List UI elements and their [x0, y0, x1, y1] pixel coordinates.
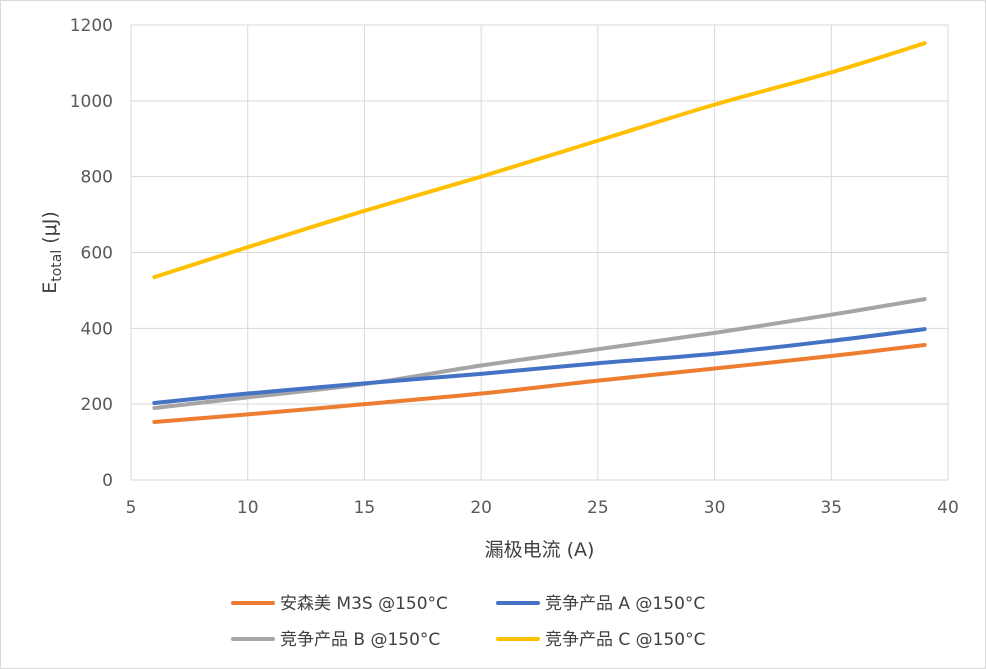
- x-tick-label: 15: [354, 498, 376, 518]
- y-tick-label: 800: [81, 168, 113, 188]
- y-tick-label: 600: [81, 244, 113, 264]
- x-axis-label: 漏极电流 (A): [485, 539, 595, 561]
- series-line-2: [152, 297, 927, 410]
- x-tick-label: 35: [820, 498, 842, 518]
- y-axis-label: Etotal (μJ): [39, 211, 65, 294]
- x-tick-label: 25: [587, 498, 609, 518]
- y-axis-label-main: E: [39, 282, 61, 294]
- series-line-0: [152, 343, 927, 424]
- y-tick-label: 1200: [70, 16, 113, 36]
- legend-label-1: 竞争产品 A @150°C: [545, 594, 705, 614]
- legend-label-3: 竞争产品 C @150°C: [545, 630, 706, 650]
- y-tick-label: 200: [81, 395, 113, 415]
- y-axis-label-unit: (μJ): [39, 211, 61, 250]
- y-tick-label: 400: [81, 319, 113, 339]
- x-tick-label: 40: [937, 498, 959, 518]
- legend-label-2: 竞争产品 B @150°C: [280, 630, 440, 650]
- y-axis-label-subscript: total: [49, 250, 65, 282]
- y-tick-label: 1000: [70, 92, 113, 112]
- x-tick-label: 30: [704, 498, 726, 518]
- legend-label-0: 安森美 M3S @150°C: [280, 594, 448, 614]
- y-tick-label: 0: [102, 471, 113, 491]
- x-tick-label: 20: [470, 498, 492, 518]
- series-line-1: [152, 327, 927, 406]
- y-axis-label-text: Etotal (μJ): [39, 211, 65, 294]
- x-tick-label: 10: [237, 498, 259, 518]
- series-line-3: [152, 41, 927, 280]
- x-tick-label: 5: [126, 498, 137, 518]
